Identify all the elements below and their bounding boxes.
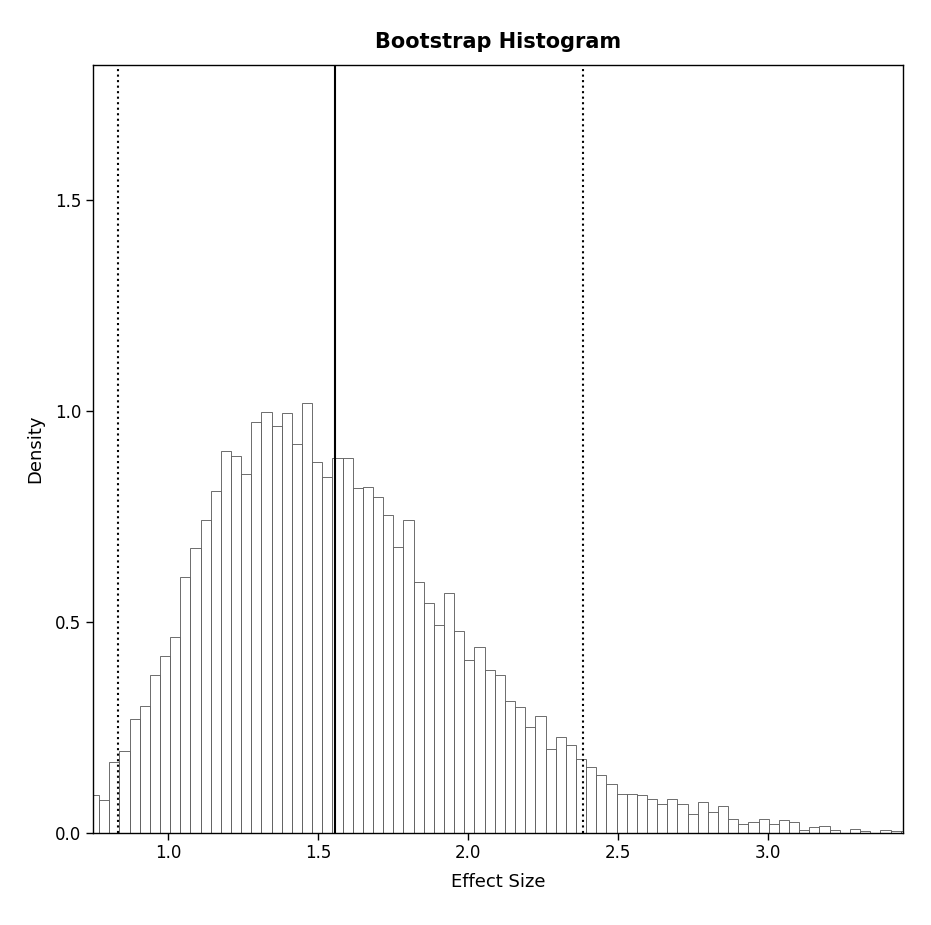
Bar (759, 819, 769, 832)
Bar (119, 751, 129, 832)
Bar (647, 798, 657, 832)
Bar (881, 830, 891, 832)
Bar (210, 491, 221, 832)
Bar (799, 830, 809, 832)
Bar (373, 497, 384, 832)
Bar (637, 795, 647, 832)
Bar (322, 477, 332, 832)
Title: Bootstrap Histogram: Bootstrap Histogram (375, 32, 621, 52)
Bar (718, 807, 728, 832)
Bar (688, 814, 697, 832)
Bar (251, 422, 262, 832)
Bar (363, 487, 373, 832)
Bar (738, 824, 749, 833)
Bar (332, 458, 343, 832)
Bar (494, 674, 505, 832)
Bar (424, 603, 434, 832)
Bar (434, 624, 444, 832)
Bar (819, 826, 830, 832)
Bar (99, 800, 109, 832)
Bar (221, 450, 231, 832)
Bar (272, 426, 282, 832)
Bar (708, 812, 718, 832)
Bar (576, 758, 587, 833)
Bar (291, 444, 302, 832)
Bar (587, 768, 596, 832)
Bar (109, 762, 119, 832)
Bar (525, 727, 535, 832)
Bar (678, 804, 688, 833)
Bar (566, 745, 576, 832)
Bar (475, 648, 485, 832)
Bar (789, 822, 799, 832)
Bar (657, 804, 668, 833)
Bar (200, 520, 210, 832)
Bar (779, 820, 789, 832)
Y-axis label: Density: Density (26, 414, 44, 483)
Bar (190, 549, 200, 832)
Bar (505, 701, 515, 832)
Bar (160, 656, 170, 832)
Bar (343, 458, 353, 832)
Bar (809, 828, 819, 832)
Bar (749, 822, 759, 832)
Bar (830, 830, 840, 832)
Bar (535, 716, 546, 832)
Bar (627, 794, 637, 832)
Bar (728, 819, 738, 832)
Bar (413, 582, 424, 832)
Bar (89, 795, 99, 832)
Bar (485, 670, 494, 832)
Bar (353, 488, 363, 832)
Bar (668, 798, 678, 832)
Bar (454, 631, 465, 832)
Bar (384, 514, 393, 832)
Bar (79, 804, 89, 833)
Bar (181, 577, 190, 832)
Bar (697, 803, 708, 832)
Bar (850, 829, 860, 833)
Bar (444, 593, 454, 833)
Bar (556, 737, 566, 832)
Bar (515, 708, 525, 832)
Bar (150, 674, 160, 832)
Bar (616, 794, 627, 832)
Bar (129, 719, 140, 832)
Bar (262, 412, 272, 832)
Bar (241, 475, 251, 832)
Bar (769, 824, 779, 833)
Bar (312, 462, 322, 832)
Bar (606, 783, 616, 833)
Bar (170, 637, 181, 832)
Bar (546, 748, 556, 832)
Bar (231, 456, 241, 832)
X-axis label: Effect Size: Effect Size (451, 873, 546, 892)
Bar (403, 520, 413, 832)
Bar (465, 660, 475, 832)
Bar (393, 547, 403, 832)
Bar (302, 403, 312, 832)
Bar (911, 830, 921, 832)
Bar (140, 706, 150, 832)
Bar (282, 413, 291, 832)
Bar (596, 775, 606, 832)
